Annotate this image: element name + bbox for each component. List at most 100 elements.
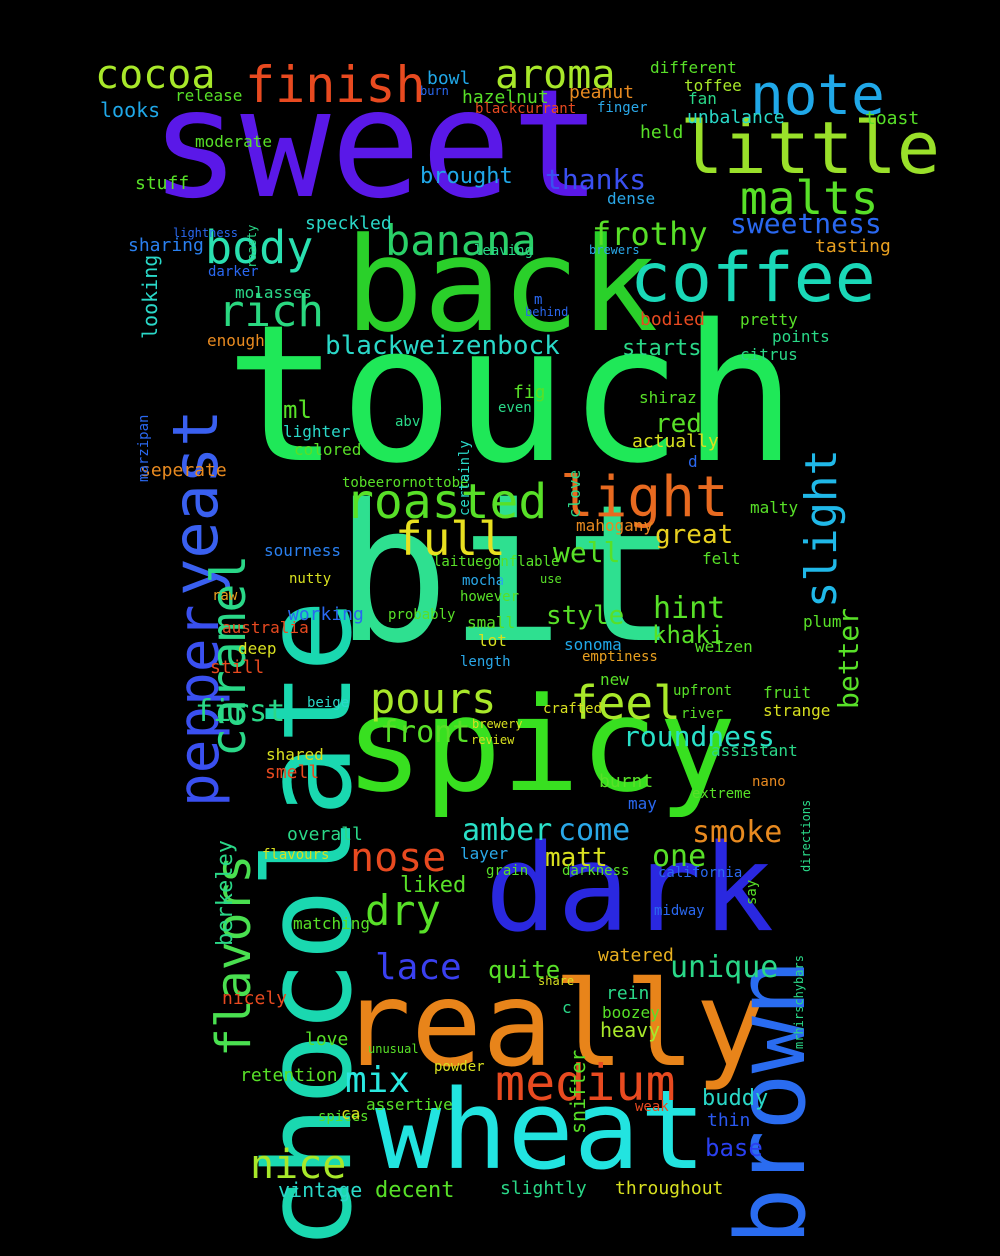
cloud-word: shiraz xyxy=(639,388,697,407)
cloud-word: little xyxy=(680,106,941,190)
cloud-word: assistant xyxy=(711,741,798,760)
cloud-word: ca xyxy=(341,1104,361,1123)
cloud-word: first xyxy=(195,694,286,729)
cloud-word: buddy xyxy=(702,1086,769,1111)
cloud-word: pretty xyxy=(740,310,798,329)
cloud-word: deep xyxy=(238,639,277,658)
cloud-word: finish xyxy=(245,56,426,114)
cloud-word: starts xyxy=(622,336,702,361)
cloud-word: medium xyxy=(495,1054,676,1112)
cloud-word: assertive xyxy=(366,1095,453,1114)
cloud-word: dark xyxy=(485,820,774,959)
cloud-word: leaving xyxy=(474,243,534,259)
cloud-word: vintage xyxy=(278,1178,363,1202)
cloud-word: malts xyxy=(740,171,879,225)
cloud-word: felt xyxy=(702,549,741,568)
cloud-word: spicy xyxy=(345,669,737,821)
cloud-word: dry xyxy=(365,886,441,935)
cloud-word: nose xyxy=(350,835,447,881)
cloud-word: burn xyxy=(420,84,449,98)
cloud-word: behind xyxy=(525,305,569,319)
cloud-word: sourness xyxy=(264,541,342,560)
cloud-word: pours xyxy=(370,674,497,723)
cloud-word: plum xyxy=(803,612,842,631)
cloud-word: nice xyxy=(250,1142,347,1188)
cloud-word: really xyxy=(340,955,767,1093)
cloud-word: hint xyxy=(653,591,726,626)
cloud-word: tobeerornottobe xyxy=(342,475,469,491)
cloud-word: base xyxy=(705,1134,763,1162)
cloud-word: unique xyxy=(670,950,779,985)
cloud-word: new xyxy=(600,670,629,689)
cloud-word: quite xyxy=(488,956,561,984)
cloud-word: bowl xyxy=(427,68,471,89)
cloud-word: mix xyxy=(345,1060,411,1101)
cloud-word: love xyxy=(305,1029,349,1050)
cloud-word: extreme xyxy=(692,786,752,802)
cloud-word: small xyxy=(467,613,516,632)
cloud-word: lace xyxy=(375,947,462,988)
cloud-word: brewery xyxy=(472,717,523,731)
cloud-word: different xyxy=(650,58,737,77)
cloud-word: d xyxy=(688,452,698,471)
cloud-word: raw xyxy=(212,588,238,604)
cloud-word: unbalance xyxy=(687,107,785,128)
cloud-word: light xyxy=(560,465,729,530)
cloud-word: enough xyxy=(207,331,265,350)
cloud-word: share xyxy=(538,974,575,988)
cloud-word: body xyxy=(205,221,314,274)
cloud-word: still xyxy=(210,657,265,678)
cloud-word: nicely xyxy=(222,988,288,1009)
cloud-word: ml xyxy=(283,396,312,424)
cloud-word: great xyxy=(655,520,734,550)
cloud-word: even xyxy=(498,400,532,416)
cloud-word: front xyxy=(380,715,471,750)
cloud-word: back xyxy=(345,209,659,361)
cloud-word: mahogany xyxy=(576,516,654,535)
cloud-word: sharing xyxy=(128,235,204,256)
cloud-word: looking xyxy=(138,254,162,339)
cloud-word: clove xyxy=(565,469,584,518)
cloud-word: well xyxy=(553,536,621,569)
cloud-word: review xyxy=(471,733,515,747)
cloud-word: one xyxy=(652,839,707,874)
cloud-word: touch xyxy=(225,284,797,505)
cloud-word: toast xyxy=(865,108,920,129)
cloud-word: blackweizenbock xyxy=(325,331,560,361)
cloud-word: wheat xyxy=(375,1066,707,1194)
cloud-word: fig xyxy=(513,382,546,403)
cloud-word: shared xyxy=(266,745,324,764)
cloud-word: brought xyxy=(420,164,513,189)
cloud-word: citrus xyxy=(740,345,798,364)
cloud-word: weak xyxy=(635,1099,669,1115)
cloud-word: speckled xyxy=(305,213,392,234)
cloud-word: dense xyxy=(607,189,656,208)
cloud-word: colored xyxy=(294,440,362,459)
cloud-word: watered xyxy=(598,945,674,966)
cloud-word: burnt xyxy=(599,771,654,792)
cloud-word: certainly xyxy=(457,439,473,516)
cloud-word: sweetness xyxy=(730,207,882,240)
cloud-word: upfront xyxy=(673,683,733,699)
cloud-word: held xyxy=(640,122,684,143)
cloud-word: abv xyxy=(395,414,421,430)
cloud-word: mrhirschybars xyxy=(792,954,806,1049)
cloud-word: midway xyxy=(654,903,705,919)
cloud-word: frothy xyxy=(592,215,708,253)
cloud-word: crafted xyxy=(543,701,603,717)
cloud-word: overall xyxy=(287,824,363,845)
cloud-word: feel xyxy=(570,676,681,730)
cloud-word: rich xyxy=(218,286,324,337)
cloud-word: fan xyxy=(688,89,717,108)
cloud-word: seperate xyxy=(140,460,227,481)
cloud-word: beige xyxy=(307,695,350,711)
cloud-word: rein xyxy=(606,983,650,1004)
cloud-word: fruit xyxy=(763,683,812,702)
cloud-word: flavours xyxy=(262,847,330,863)
cloud-word: peanut xyxy=(569,82,635,103)
cloud-word: full xyxy=(395,512,506,566)
cloud-word: however xyxy=(460,589,520,605)
cloud-word: length xyxy=(460,654,511,670)
cloud-word: stuff xyxy=(135,173,190,194)
